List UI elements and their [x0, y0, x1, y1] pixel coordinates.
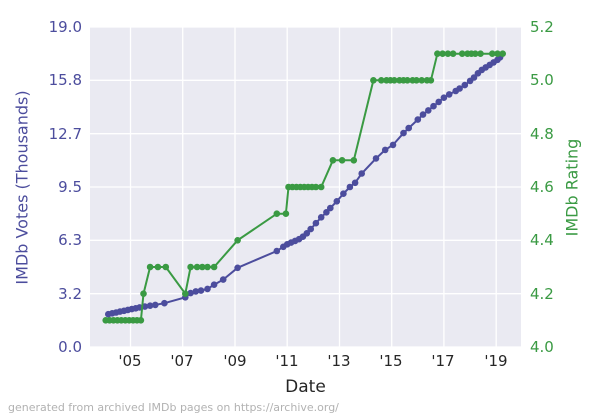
xtick-07: '07: [170, 352, 194, 370]
right-ytick-4.2: 4.2: [530, 285, 554, 303]
left-ytick-3.2: 3.2: [58, 285, 82, 303]
footer-credit: generated from archived IMDb pages on ht…: [8, 401, 339, 414]
xtick-11: '11: [275, 352, 299, 370]
right-y-axis-title: IMDb Rating: [562, 138, 582, 237]
left-ytick-0.0: 0.0: [58, 338, 82, 356]
xtick-17: '17: [431, 352, 455, 370]
right-ytick-4.4: 4.4: [530, 231, 554, 249]
right-ytick-5.2: 5.2: [530, 18, 554, 36]
left-ytick-12.7: 12.7: [48, 125, 82, 143]
xtick-15: '15: [379, 352, 403, 370]
xtick-13: '13: [327, 352, 351, 370]
xtick-09: '09: [223, 352, 247, 370]
right-ytick-4.8: 4.8: [530, 125, 554, 143]
left-y-axis-title: IMDb Votes (Thousands): [12, 90, 32, 285]
left-ytick-9.5: 9.5: [58, 178, 82, 196]
left-ytick-6.3: 6.3: [58, 231, 82, 249]
x-axis-title: Date: [285, 377, 326, 397]
left-ytick-19.0: 19.0: [48, 18, 82, 36]
xtick-05: '05: [118, 352, 142, 370]
right-ytick-4.6: 4.6: [530, 178, 554, 196]
right-ytick-5.0: 5.0: [530, 71, 554, 89]
right-ytick-4.0: 4.0: [530, 338, 554, 356]
left-ytick-15.8: 15.8: [48, 71, 82, 89]
xtick-19: '19: [484, 352, 508, 370]
